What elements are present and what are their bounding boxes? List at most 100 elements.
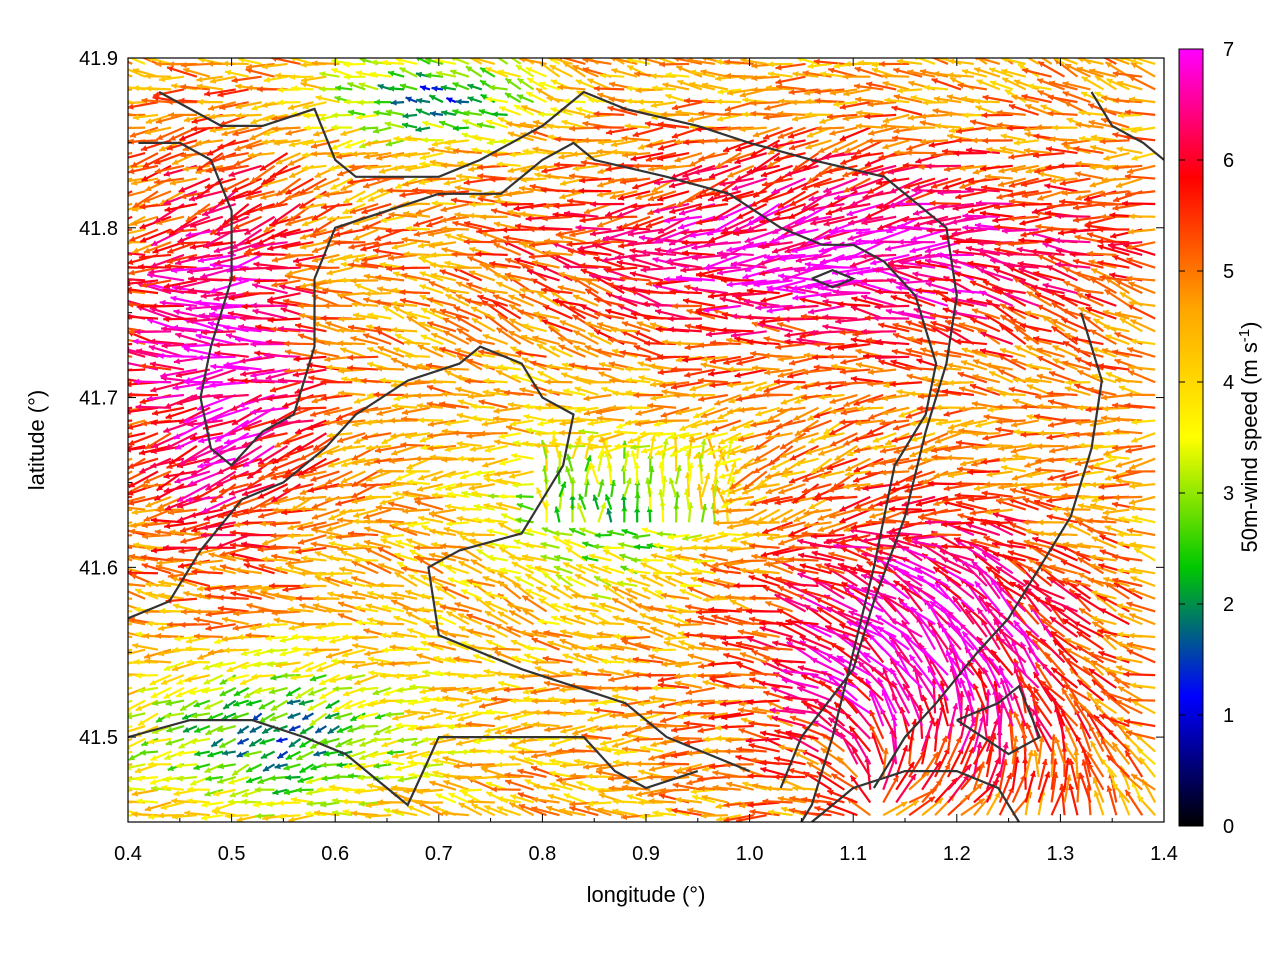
wind-arrow-head xyxy=(738,727,745,734)
wind-arrow-head xyxy=(237,738,244,745)
wind-arrow-head xyxy=(736,746,743,753)
wind-arrow-shaft xyxy=(128,699,133,704)
wind-arrow-head xyxy=(307,704,315,711)
wind-arrow-head xyxy=(211,740,218,747)
wind-arrow-head xyxy=(686,750,693,757)
wind-arrow-head xyxy=(171,813,178,820)
wind-arrow-head xyxy=(221,749,229,756)
wind-arrow-head xyxy=(510,794,517,801)
wind-arrow-head xyxy=(254,786,261,793)
wind-arrow-head xyxy=(1117,716,1124,723)
wind-arrow-head xyxy=(608,775,614,782)
wind-arrow-head xyxy=(677,713,684,720)
wind-arrow-head xyxy=(637,799,644,806)
wind-arrow-head xyxy=(377,799,383,806)
wind-arrow-head xyxy=(660,787,666,794)
wind-arrow-head xyxy=(447,723,454,731)
wind-arrow-head xyxy=(665,807,672,814)
wind-arrow-head xyxy=(448,792,456,799)
wind-arrow-head xyxy=(306,789,313,796)
wind-arrow-head xyxy=(741,717,748,724)
wind-arrow-head xyxy=(593,707,600,714)
wind-arrow-head xyxy=(660,723,667,730)
wind-arrow-head xyxy=(460,748,467,756)
wind-arrow-head xyxy=(697,775,704,782)
wind-arrow-head xyxy=(964,704,971,712)
wind-arrow-head xyxy=(315,727,322,733)
wind-arrow-head xyxy=(984,689,992,696)
wind-arrow-head xyxy=(777,795,784,802)
wind-arrow-head xyxy=(520,709,527,716)
wind-arrow-head xyxy=(310,742,317,749)
wind-arrow-head xyxy=(1027,750,1034,757)
wind-arrow-head xyxy=(549,741,556,748)
wind-arrow-head xyxy=(686,779,693,786)
wind-arrow-head xyxy=(865,678,872,686)
wind-arrow-head xyxy=(941,735,948,743)
wind-arrow-head xyxy=(458,803,466,809)
wind-arrow-head xyxy=(998,692,1004,699)
wind-arrow-head xyxy=(285,753,293,760)
wind-arrow-head xyxy=(180,704,187,711)
wind-arrow-head xyxy=(433,749,440,756)
wind-arrow-head xyxy=(1038,736,1045,743)
wind-arrow-head xyxy=(469,775,476,782)
wind-arrow-head xyxy=(420,752,428,759)
wind-arrow-head xyxy=(243,751,250,758)
wind-arrow-shaft xyxy=(998,741,1008,778)
wind-arrow-head xyxy=(299,767,307,773)
wind-arrow-head xyxy=(622,760,629,767)
wind-arrow-head xyxy=(259,738,266,745)
wind-arrow-head xyxy=(760,730,767,737)
wind-arrow-head xyxy=(148,738,155,745)
wind-arrow-head xyxy=(1132,701,1139,707)
wind-arrow-head xyxy=(690,788,697,795)
wind-arrow-head xyxy=(128,743,131,750)
wind-arrow-head xyxy=(748,742,755,749)
wind-arrow-head xyxy=(1029,770,1036,778)
wind-arrow-head xyxy=(237,727,245,734)
wind-arrow-shaft xyxy=(128,712,133,715)
wind-arrow-head xyxy=(723,801,730,809)
wind-arrow-head xyxy=(1013,711,1020,719)
wind-arrow-head xyxy=(623,778,630,785)
wind-arrow-head xyxy=(491,786,497,793)
wind-arrow-head xyxy=(306,778,313,785)
wind-arrow-head xyxy=(546,805,553,812)
wind-arrow-head xyxy=(768,809,775,816)
wind-arrow-shaft xyxy=(959,677,975,714)
wind-arrow-head xyxy=(1065,725,1071,733)
wind-arrow-head xyxy=(213,805,221,812)
wind-arrow-head xyxy=(184,810,191,817)
wind-arrow-head xyxy=(289,725,296,732)
wind-arrow-head xyxy=(519,737,526,745)
wind-arrow-head xyxy=(128,776,131,783)
wind-arrow-head xyxy=(391,784,398,791)
wind-arrow-head xyxy=(377,786,384,793)
wind-arrow-head xyxy=(536,760,543,767)
wind-arrow-head xyxy=(658,760,665,767)
wind-arrow-head xyxy=(586,773,593,780)
wind-arrow-head xyxy=(232,769,239,776)
wind-arrow-head xyxy=(715,735,722,742)
wind-arrow-head xyxy=(285,774,292,781)
wind-arrow-head xyxy=(640,745,647,752)
wind-arrow-head xyxy=(789,807,796,814)
wind-arrow-head xyxy=(375,713,382,720)
wind-arrow-head xyxy=(395,722,402,729)
wind-arrow-head xyxy=(1032,750,1039,757)
wind-arrow-head xyxy=(485,708,492,715)
wind-arrow-head xyxy=(1099,714,1106,720)
wind-arrow-head xyxy=(747,772,754,780)
wind-arrow-head xyxy=(659,793,666,800)
wind-arrow-head xyxy=(341,798,348,805)
wind-arrow-shaft xyxy=(831,726,859,753)
wind-arrow-head xyxy=(288,741,296,748)
wind-arrow-head xyxy=(473,738,480,745)
wind-arrow-head xyxy=(660,739,667,746)
wind-arrow-head xyxy=(547,793,555,800)
wind-arrow-head xyxy=(1081,759,1088,766)
wind-arrow-head xyxy=(359,754,366,760)
wind-arrow-head xyxy=(152,699,159,707)
wind-arrow-head xyxy=(383,807,391,814)
